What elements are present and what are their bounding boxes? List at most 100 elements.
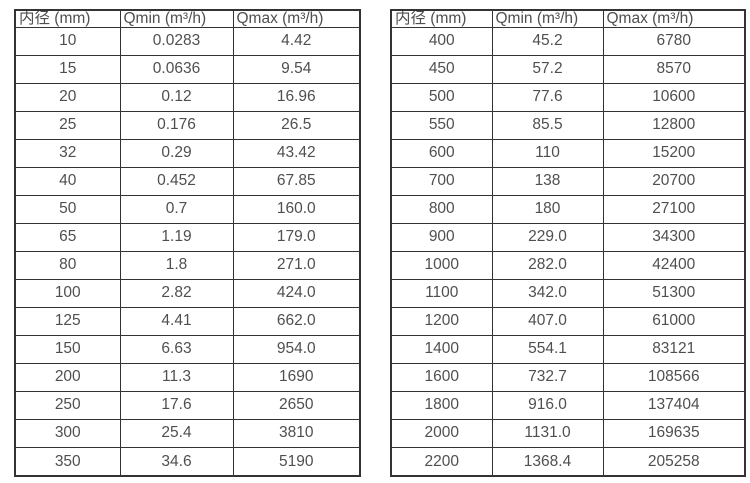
table-cell: 61000 — [602, 306, 746, 336]
table-cell: 34300 — [602, 222, 746, 252]
table-cell: 83121 — [602, 334, 746, 364]
table-cell: 180 — [491, 194, 604, 224]
table-cell: 4.41 — [119, 306, 234, 336]
table-cell: 2200 — [390, 446, 493, 477]
table-cell: 1.8 — [119, 250, 234, 280]
table-body: 10 0.0283 4.42 15 0.0636 9.54 20 0.12 16.96 25 0.1… — [14, 26, 361, 477]
table-cell: 400 — [390, 26, 493, 56]
header-inner-diameter: 内径 (mm) — [390, 9, 493, 28]
table-cell: 1368.4 — [491, 446, 604, 477]
table-cell: 27100 — [602, 194, 746, 224]
table-row: 15 0.0636 9.54 — [14, 54, 361, 84]
table-cell: 1600 — [390, 362, 493, 392]
table-cell: 6780 — [602, 26, 746, 56]
table-header-row: 内径 (mm) Qmin (m³/h) Qmax (m³/h) — [14, 9, 361, 28]
table-cell: 3810 — [232, 418, 361, 448]
table-cell: 250 — [14, 390, 121, 420]
table-cell: 600 — [390, 138, 493, 168]
table-cell: 32 — [14, 138, 121, 168]
table-cell: 1131.0 — [491, 418, 604, 448]
table-cell: 42400 — [602, 250, 746, 280]
table-cell: 110 — [491, 138, 604, 168]
table-cell: 40 — [14, 166, 121, 196]
table-cell: 0.176 — [119, 110, 234, 140]
table-cell: 26.5 — [232, 110, 361, 140]
table-cell: 300 — [14, 418, 121, 448]
header-qmin: Qmin (m³/h) — [491, 9, 604, 28]
table-cell: 10600 — [602, 82, 746, 112]
header-inner-diameter: 内径 (mm) — [14, 9, 121, 28]
table-cell: 800 — [390, 194, 493, 224]
table-cell: 0.452 — [119, 166, 234, 196]
table-cell: 20 — [14, 82, 121, 112]
table-cell: 0.7 — [119, 194, 234, 224]
table-cell: 65 — [14, 222, 121, 252]
table-cell: 282.0 — [491, 250, 604, 280]
table-row: 300 25.4 3810 — [14, 418, 361, 448]
header-qmin: Qmin (m³/h) — [119, 9, 234, 28]
table-cell: 10 — [14, 26, 121, 56]
table-row: 1400 554.1 83121 — [390, 334, 746, 364]
table-cell: 160.0 — [232, 194, 361, 224]
table-cell: 25.4 — [119, 418, 234, 448]
table-cell: 0.0283 — [119, 26, 234, 56]
table-cell: 342.0 — [491, 278, 604, 308]
table-row: 10 0.0283 4.42 — [14, 26, 361, 56]
table-row: 80 1.8 271.0 — [14, 250, 361, 280]
table-cell: 500 — [390, 82, 493, 112]
table-row: 450 57.2 8570 — [390, 54, 746, 84]
table-row: 550 85.5 12800 — [390, 110, 746, 140]
table-cell: 138 — [491, 166, 604, 196]
table-row: 250 17.6 2650 — [14, 390, 361, 420]
table-row: 1100 342.0 51300 — [390, 278, 746, 308]
table-cell: 916.0 — [491, 390, 604, 420]
table-cell: 0.12 — [119, 82, 234, 112]
table-cell: 67.85 — [232, 166, 361, 196]
table-cell: 1690 — [232, 362, 361, 392]
table-cell: 2650 — [232, 390, 361, 420]
table-cell: 1400 — [390, 334, 493, 364]
table-cell: 125 — [14, 306, 121, 336]
table-cell: 700 — [390, 166, 493, 196]
table-row: 1800 916.0 137404 — [390, 390, 746, 420]
table-cell: 150 — [14, 334, 121, 364]
table-cell: 2000 — [390, 418, 493, 448]
table-cell: 271.0 — [232, 250, 361, 280]
table-cell: 4.42 — [232, 26, 361, 56]
table-cell: 57.2 — [491, 54, 604, 84]
table-row: 2200 1368.4 205258 — [390, 446, 746, 477]
table-row: 20 0.12 16.96 — [14, 82, 361, 112]
table-row: 150 6.63 954.0 — [14, 334, 361, 364]
table-row: 2000 1131.0 169635 — [390, 418, 746, 448]
table-cell: 1200 — [390, 306, 493, 336]
table-cell: 1100 — [390, 278, 493, 308]
table-cell: 179.0 — [232, 222, 361, 252]
table-row: 1200 407.0 61000 — [390, 306, 746, 336]
table-cell: 1000 — [390, 250, 493, 280]
table-cell: 51300 — [602, 278, 746, 308]
table-cell: 25 — [14, 110, 121, 140]
table-cell: 732.7 — [491, 362, 604, 392]
table-row: 100 2.82 424.0 — [14, 278, 361, 308]
table-row: 65 1.19 179.0 — [14, 222, 361, 252]
table-cell: 45.2 — [491, 26, 604, 56]
table-row: 40 0.452 67.85 — [14, 166, 361, 196]
table-row: 600 110 15200 — [390, 138, 746, 168]
table-row: 800 180 27100 — [390, 194, 746, 224]
table-cell: 954.0 — [232, 334, 361, 364]
table-cell: 8570 — [602, 54, 746, 84]
table-cell: 108566 — [602, 362, 746, 392]
table-cell: 50 — [14, 194, 121, 224]
table-cell: 15200 — [602, 138, 746, 168]
table-cell: 350 — [14, 446, 121, 477]
table-cell: 1800 — [390, 390, 493, 420]
table-cell: 205258 — [602, 446, 746, 477]
table-cell: 407.0 — [491, 306, 604, 336]
table-cell: 34.6 — [119, 446, 234, 477]
header-qmax: Qmax (m³/h) — [602, 9, 746, 28]
flow-range-table-large-diameters: 内径 (mm) Qmin (m³/h) Qmax (m³/h) 400 45.2 6… — [390, 9, 746, 477]
table-row: 700 138 20700 — [390, 166, 746, 196]
table-row: 1000 282.0 42400 — [390, 250, 746, 280]
table-cell: 424.0 — [232, 278, 361, 308]
